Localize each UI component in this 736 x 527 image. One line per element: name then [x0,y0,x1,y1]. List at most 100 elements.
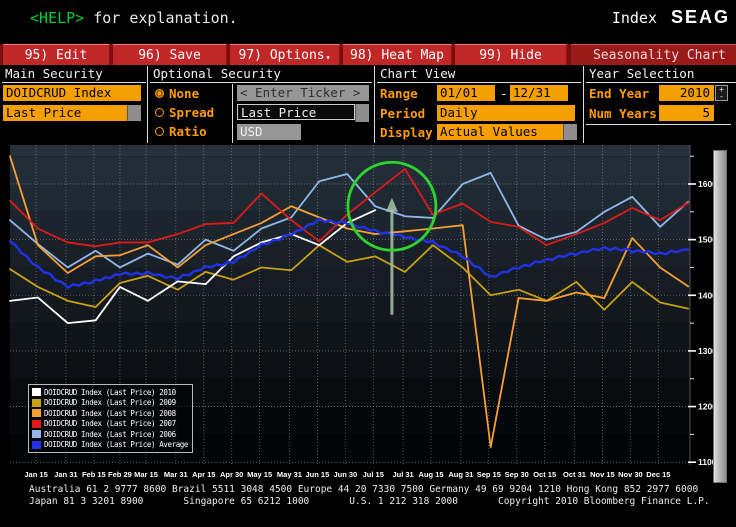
svg-text:Sep 30: Sep 30 [505,470,529,479]
svg-text:Oct 15: Oct 15 [533,470,556,479]
function-title: Index SEAG [612,7,730,28]
period-field[interactable]: Daily [437,105,575,121]
svg-text:Sep 15: Sep 15 [477,470,501,479]
num-years-field[interactable]: 5 [659,105,714,121]
radio-none[interactable]: None [155,86,199,101]
svg-text:Mar 31: Mar 31 [164,470,188,479]
toolbar-button-edit[interactable]: 95) Edit [3,44,110,65]
toolbar-button-hide[interactable]: 99) Hide [455,44,567,65]
toolbar-button-options[interactable]: 97) Options ▾ [230,44,340,65]
legend-item: DOIDCRUD Index (Last Price) 2010 [32,387,188,398]
display-dropdown-cap[interactable] [563,124,577,140]
divider [232,84,233,143]
help-link[interactable]: <HELP> [30,9,85,27]
toolbar-button-label: 99) Hide [479,47,542,63]
radio-unselected-icon [155,127,164,136]
function-code: SEAG [670,7,730,27]
legend-swatch-icon [32,388,41,397]
display-label: Display [380,125,433,140]
legend-item: DOIDCRUD Index (Last Price) 2008 [32,408,188,419]
chart-view-section: Chart View Range 01/01 - 12/31 Period Da… [377,66,581,143]
main-security-section: Main Security DOIDCRUD Index Last Price [2,66,146,143]
range-start-field[interactable]: 01/01 [437,85,495,101]
divider [374,66,375,143]
help-hint-text: for explanation. [84,9,238,27]
svg-text:Jan 31: Jan 31 [54,470,77,479]
divider [586,124,731,125]
legend-swatch-icon [32,419,41,428]
chart-view-title: Chart View [377,66,581,83]
display-field[interactable]: Actual Values [437,124,563,140]
toolbar-button-label: 95) Edit [24,47,88,63]
svg-text:Feb 15: Feb 15 [82,470,106,479]
dropdown-arrow-icon: ▾ [325,52,331,62]
svg-text:Feb 29: Feb 29 [108,470,132,479]
toolbar-button-label: 98) Heat Map [350,47,444,63]
svg-text:11000: 11000 [698,457,721,467]
svg-text:Oct 31: Oct 31 [563,470,586,479]
svg-text:Jan 15: Jan 15 [24,470,47,479]
legend-item: DOIDCRUD Index (Last Price) Average [32,440,188,451]
toolbar-button-label: 96) Save [138,47,201,63]
radio-selected-icon [155,89,164,98]
stepper-down-icon[interactable]: - [720,92,723,101]
legend-item: DOIDCRUD Index (Last Price) 2007 [32,419,188,430]
legend-label: DOIDCRUD Index (Last Price) 2008 [44,408,176,418]
toolbar-button-heat-map[interactable]: 98) Heat Map [343,44,452,65]
end-year-stepper[interactable]: + - [715,85,728,101]
legend-label: DOIDCRUD Index (Last Price) 2010 [44,387,176,397]
range-label: Range [380,86,418,101]
screen-title: Seasonality Chart [571,44,736,65]
main-ticker-field[interactable]: DOIDCRUD Index [3,85,141,101]
optional-security-title: Optional Security [150,66,372,83]
svg-text:May 15: May 15 [247,470,272,479]
svg-text:12000: 12000 [698,402,722,412]
radio-ratio[interactable]: Ratio [155,124,207,139]
svg-text:Aug 15: Aug 15 [419,470,444,479]
svg-text:Nov 15: Nov 15 [590,470,615,479]
svg-text:Apr 15: Apr 15 [192,470,215,479]
radio-unselected-icon [155,108,164,117]
end-year-label: End Year [589,86,650,101]
legend-label: DOIDCRUD Index (Last Price) 2007 [44,419,176,429]
optional-price-field[interactable]: Last Price [237,104,355,120]
currency-field[interactable]: USD [237,124,301,140]
footer-contact-line: Australia 61 2 9777 8600 Brazil 5511 304… [29,484,699,495]
svg-text:Jul 15: Jul 15 [363,470,384,479]
legend-label: DOIDCRUD Index (Last Price) 2006 [44,429,176,439]
range-end-field[interactable]: 12/31 [510,85,568,101]
toolbar: 95) Edit 96) Save 97) Options ▾ 98) Heat Map… [0,44,736,65]
year-selection-section: Year Selection End Year 2010 + - Num Yea… [586,66,736,143]
legend-label: DOIDCRUD Index (Last Price) 2009 [44,398,176,408]
svg-text:May 31: May 31 [277,470,302,479]
vertical-scrollbar[interactable] [713,150,727,483]
chart-legend: DOIDCRUD Index (Last Price) 2010 DOIDCRUD… [28,384,194,453]
toolbar-button-save[interactable]: 96) Save [113,44,227,65]
radio-label: Ratio [169,124,207,139]
end-year-field[interactable]: 2010 [659,85,714,101]
divider [583,66,584,143]
help-hint: <HELP> for explanation. [30,9,238,27]
optional-price-dropdown-cap[interactable] [355,104,369,122]
svg-text:Jun 15: Jun 15 [306,470,330,479]
title-bar: <HELP> for explanation. Index SEAG [0,0,736,42]
stepper-up-icon[interactable]: + [719,85,724,94]
period-label: Period [380,106,426,121]
seasonality-chart: 16000 15000 14000 13000 12000 11000 Jan 15 Jan … [0,143,736,483]
svg-text:13000: 13000 [698,346,722,356]
svg-text:Nov 30: Nov 30 [618,470,643,479]
radio-label: Spread [169,105,215,120]
optional-security-section: Optional Security None Spread Ratio < Ente… [150,66,372,143]
footer-copyright-line: Japan 81 3 3201 8900 Singapore 65 6212 1… [29,495,710,507]
svg-text:Jun 30: Jun 30 [333,470,357,479]
toolbar-button-label: 97) Options [238,47,325,63]
main-price-dropdown-cap[interactable] [127,105,141,121]
optional-ticker-input[interactable]: < Enter Ticker > [237,85,369,101]
svg-text:Jul 31: Jul 31 [392,470,413,479]
main-price-field[interactable]: Last Price [3,105,127,121]
toolbar-buttons: 95) Edit 96) Save 97) Options ▾ 98) Heat Map… [0,44,567,65]
radio-spread[interactable]: Spread [155,105,214,120]
num-years-label: Num Years [589,106,657,121]
svg-text:Aug 31: Aug 31 [448,470,473,479]
svg-text:Apr 30: Apr 30 [220,470,243,479]
